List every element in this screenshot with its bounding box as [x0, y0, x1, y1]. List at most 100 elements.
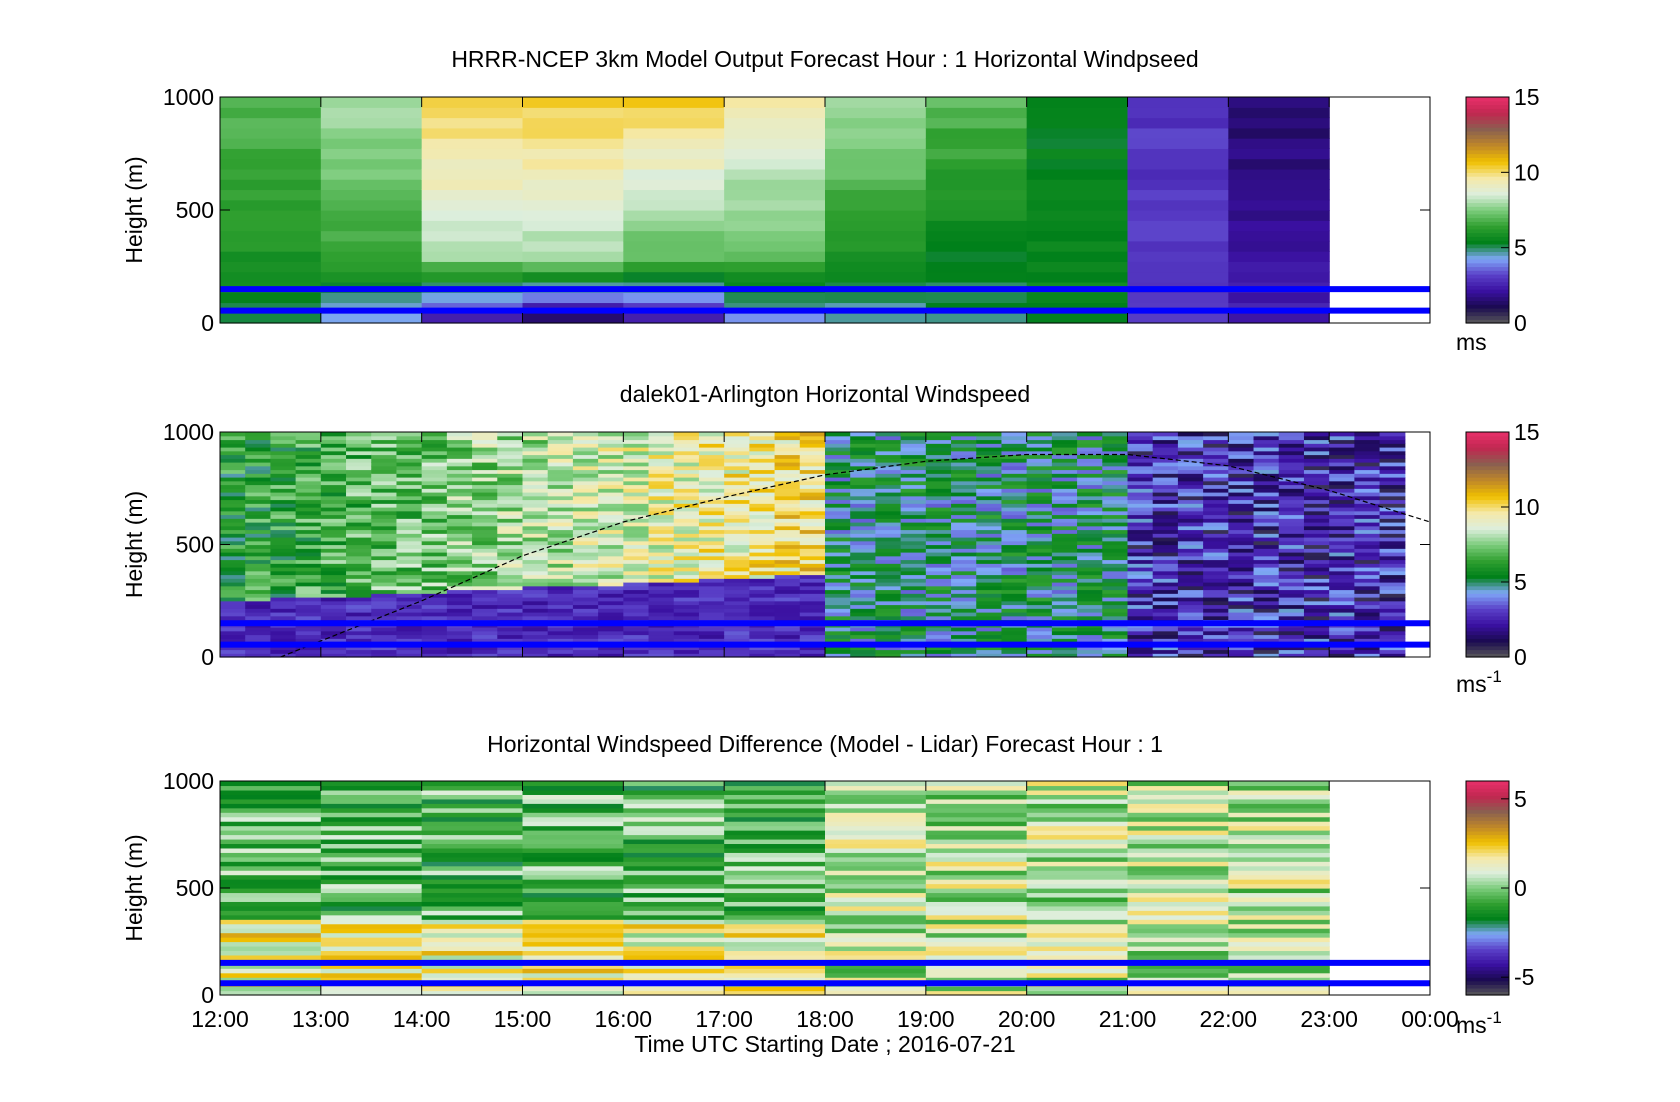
heatmap-cell — [1278, 525, 1305, 531]
colorbar-segment — [1466, 274, 1509, 279]
heatmap-cell — [346, 559, 372, 564]
heatmap-cell — [1026, 251, 1129, 262]
heatmap-cell — [320, 879, 423, 885]
heatmap-cell — [320, 816, 423, 822]
heatmap-cell — [850, 645, 877, 651]
heatmap-cell — [1026, 593, 1053, 598]
heatmap-cell — [698, 454, 725, 459]
heatmap-cell — [1077, 600, 1103, 606]
heatmap-cell — [951, 454, 977, 459]
heatmap-cell — [925, 589, 952, 594]
heatmap-cell — [295, 537, 322, 542]
heatmap-cell — [900, 582, 927, 587]
heatmap-cell — [1228, 634, 1255, 639]
heatmap-cell — [875, 540, 902, 546]
heatmap-cell — [925, 533, 952, 538]
heatmap-cell — [1051, 533, 1078, 538]
heatmap-cell — [673, 495, 700, 501]
colorbar-segment — [1466, 292, 1509, 298]
heatmap-cell — [850, 435, 877, 441]
heatmap — [220, 432, 1406, 658]
heatmap-cell — [371, 638, 398, 643]
heatmap-cell — [522, 503, 549, 508]
heatmap-cell — [900, 435, 927, 441]
heatmap-cell — [1177, 435, 1204, 441]
heatmap-cell — [724, 97, 826, 108]
heatmap-cell — [1278, 567, 1305, 572]
heatmap-cell — [1203, 630, 1229, 636]
heatmap-cell — [1127, 945, 1229, 952]
heatmap-cell — [1228, 567, 1255, 572]
heatmap-cell — [1354, 503, 1381, 508]
heatmap-cell — [572, 555, 599, 561]
heatmap-cell — [421, 963, 524, 969]
heatmap-cell — [1127, 522, 1154, 527]
heatmap-cell — [421, 838, 524, 845]
heatmap-cell — [1228, 825, 1330, 831]
heatmap-cell — [1253, 600, 1280, 606]
heatmap-cell — [472, 465, 498, 471]
heatmap-cell — [1026, 604, 1053, 609]
colorbar-segment — [1466, 119, 1509, 124]
heatmap-cell — [698, 473, 725, 478]
heatmap-cell — [472, 533, 498, 538]
heatmap-cell — [825, 896, 927, 902]
heatmap-cell — [623, 447, 650, 452]
heatmap-cell — [270, 567, 297, 572]
heatmap-cell — [421, 638, 448, 643]
heatmap-cell — [799, 488, 826, 493]
heatmap-cell — [572, 559, 599, 564]
heatmap-cell — [976, 608, 1003, 613]
heatmap-cell — [1127, 158, 1229, 170]
colorbar-segment — [1466, 959, 1509, 964]
heatmap-cell — [1228, 843, 1330, 849]
heatmap-cell — [1152, 593, 1179, 598]
heatmap-cell — [472, 548, 498, 553]
heatmap-cell — [724, 480, 750, 486]
heatmap-cell — [749, 537, 776, 542]
heatmap-cell — [724, 540, 750, 546]
heatmap-cell — [472, 510, 498, 516]
heatmap-cell — [346, 638, 372, 643]
heatmap-cell — [220, 950, 322, 956]
heatmap-cell — [446, 578, 473, 583]
colorbar-segment — [1466, 623, 1509, 628]
heatmap-cell — [346, 604, 372, 609]
heatmap-cell — [976, 604, 1003, 609]
heatmap-cell — [572, 649, 599, 654]
colorbar-segment — [1466, 277, 1509, 283]
heatmap-cell — [522, 830, 624, 836]
heatmap-cell — [1203, 469, 1229, 474]
heatmap-cell — [925, 963, 1028, 969]
colorbar-segment — [1466, 559, 1509, 564]
heatmap-cell — [976, 615, 1003, 621]
heatmap-cell — [320, 963, 423, 969]
heatmap-cell — [623, 465, 650, 471]
heatmap-cell — [1127, 794, 1229, 800]
heatmap-cell — [623, 919, 725, 925]
heatmap-cell — [925, 117, 1028, 129]
heatmap-cell — [724, 892, 826, 898]
heatmap-cell — [1278, 582, 1305, 587]
heatmap-cell — [875, 559, 902, 564]
heatmap-cell — [749, 649, 776, 654]
heatmap-cell — [1278, 585, 1305, 591]
heatmap-cell — [421, 492, 448, 497]
heatmap-cell — [623, 261, 725, 273]
heatmap-cell — [623, 499, 650, 504]
heatmap-cell — [1102, 540, 1129, 546]
heatmap-cell — [673, 630, 700, 636]
heatmap-cell — [825, 148, 927, 160]
heatmap-cell — [572, 525, 599, 531]
heatmap-cell — [522, 499, 549, 504]
heatmap-cell — [825, 251, 927, 262]
heatmap-cell — [1303, 597, 1330, 602]
heatmap-cell — [951, 585, 977, 591]
heatmap-cell — [396, 465, 423, 471]
heatmap-cell — [220, 312, 322, 324]
heatmap-cell — [220, 615, 246, 621]
heatmap-cell — [825, 458, 851, 463]
heatmap-cell — [295, 604, 322, 609]
heatmap-cell — [698, 552, 725, 557]
heatmap-cell — [1329, 447, 1355, 452]
